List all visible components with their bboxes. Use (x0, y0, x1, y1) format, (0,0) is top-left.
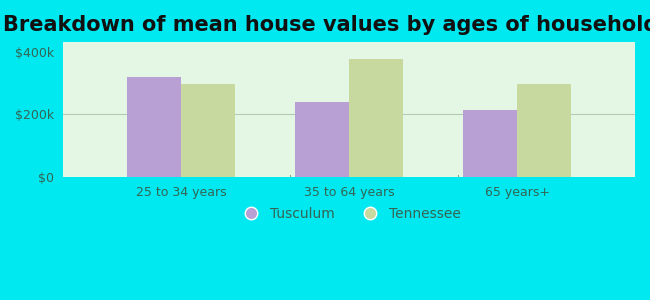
Legend: Tusculum, Tennessee: Tusculum, Tennessee (231, 202, 467, 226)
Bar (181, 84, 235, 177)
Bar (463, 110, 517, 177)
Bar (517, 84, 571, 177)
Bar (295, 102, 349, 177)
Bar (349, 59, 403, 177)
Title: Breakdown of mean house values by ages of householders: Breakdown of mean house values by ages o… (3, 15, 650, 35)
Bar (127, 76, 181, 177)
